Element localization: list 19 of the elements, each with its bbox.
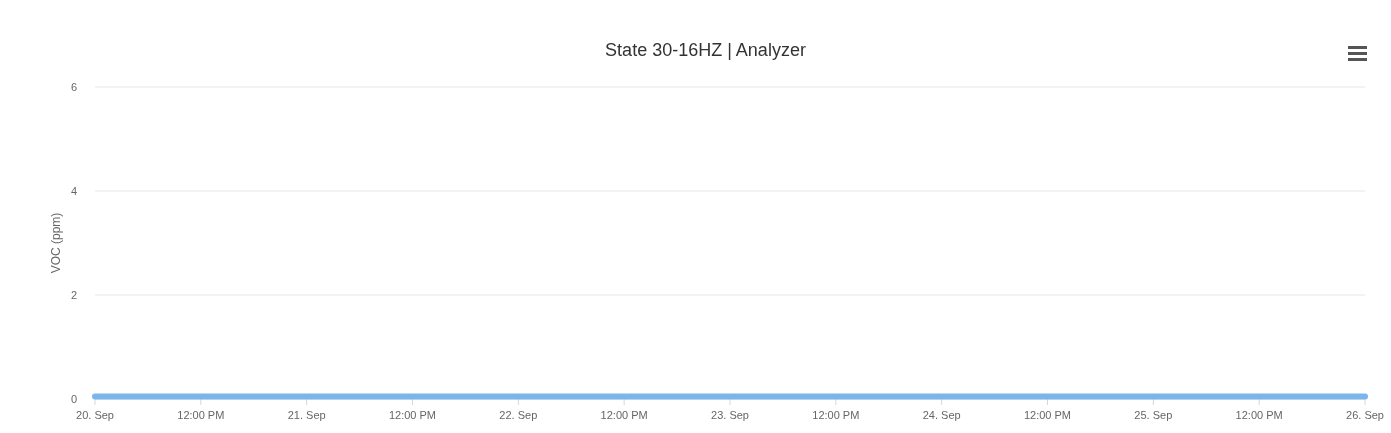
chart-title: State 30-16HZ | Analyzer (605, 40, 806, 60)
y-axis-title: VOC (ppm) (49, 212, 63, 274)
y-tick-label: 6 (70, 81, 77, 93)
x-tick-label: 24. Sep (922, 409, 961, 421)
y-tick-label: 2 (70, 289, 77, 301)
x-tick-label: 12:00 PM (1023, 409, 1072, 421)
y-tick-label: 0 (70, 393, 77, 405)
x-tick-label: 12:00 PM (1235, 409, 1283, 421)
x-tick-label: 12:00 PM (177, 409, 225, 421)
x-tick-label: 26. Sep (1346, 409, 1384, 421)
x-tick-label: 22. Sep (499, 409, 538, 421)
x-tick-label: 12:00 PM (600, 409, 648, 421)
x-tick-label: 23. Sep (711, 409, 749, 421)
y-tick-label: 4 (70, 185, 77, 197)
x-tick-label: 20. Sep (76, 409, 114, 421)
x-tick-label: 21. Sep (287, 409, 326, 421)
x-tick-label: 25. Sep (1134, 409, 1173, 421)
x-tick-label: 12:00 PM (388, 409, 437, 421)
x-tick-label: 12:00 PM (812, 409, 860, 421)
